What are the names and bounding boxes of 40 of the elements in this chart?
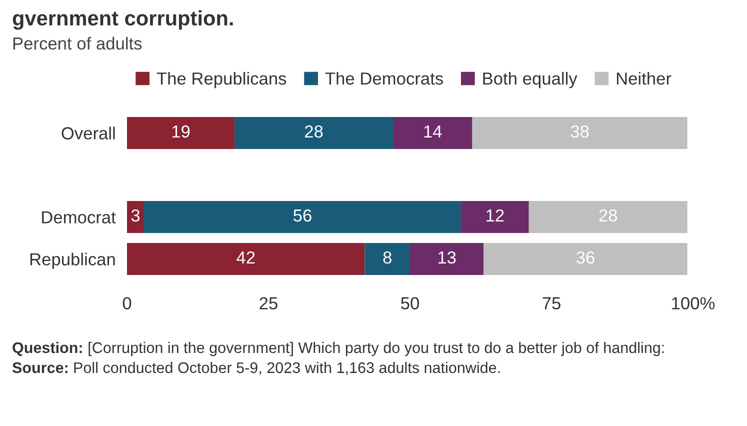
x-tick-label: 25 <box>260 297 278 310</box>
data-label: 12 <box>486 209 504 222</box>
bar <box>484 243 688 275</box>
data-label: 14 <box>424 126 442 138</box>
bar <box>127 117 235 149</box>
source-note: Source: Poll conducted October 5-9, 2023 with 1,163 adults nationwide. <box>12 362 500 375</box>
text: Question: [Corruption in the government] Which party do you trust to do a better job of handling: <box>12 342 664 356</box>
bar <box>127 201 144 233</box>
x-tick-label: 100% <box>672 297 715 310</box>
bar <box>127 243 365 275</box>
data-label: 8 <box>383 251 392 264</box>
data-label: 28 <box>305 125 323 138</box>
bar <box>528 201 688 233</box>
x-tick-label: 50 <box>401 297 419 310</box>
data-label: 38 <box>570 125 589 138</box>
x-tick-label: 75 <box>542 297 560 310</box>
data-label: 3 <box>131 209 140 222</box>
bar <box>234 117 394 149</box>
y-tick-label: Overall <box>62 126 115 140</box>
x-tick-label: 0 <box>122 297 132 310</box>
legend-label: The Republicans <box>156 72 286 88</box>
legend-label: Neither <box>616 72 672 85</box>
bar <box>410 243 484 275</box>
y-tick-label: Democrat <box>42 211 116 224</box>
bar <box>460 201 529 233</box>
data-label: 13 <box>438 251 456 264</box>
bar <box>472 117 688 149</box>
chart-subtitle: Percent of adults <box>13 36 142 50</box>
bar <box>364 243 410 275</box>
bar <box>393 117 472 149</box>
data-label: 36 <box>576 251 594 264</box>
data-label: 19 <box>172 125 190 138</box>
legend-label: The Democrats <box>325 72 443 85</box>
y-tick-label: Republican <box>30 252 115 269</box>
bar <box>144 201 461 233</box>
data-label: 28 <box>599 209 617 222</box>
legend-label: Both equally <box>483 72 578 88</box>
data-label: 42 <box>236 251 255 264</box>
data-label: 56 <box>294 209 312 222</box>
chart-title: gvernment corruption. <box>12 10 233 30</box>
